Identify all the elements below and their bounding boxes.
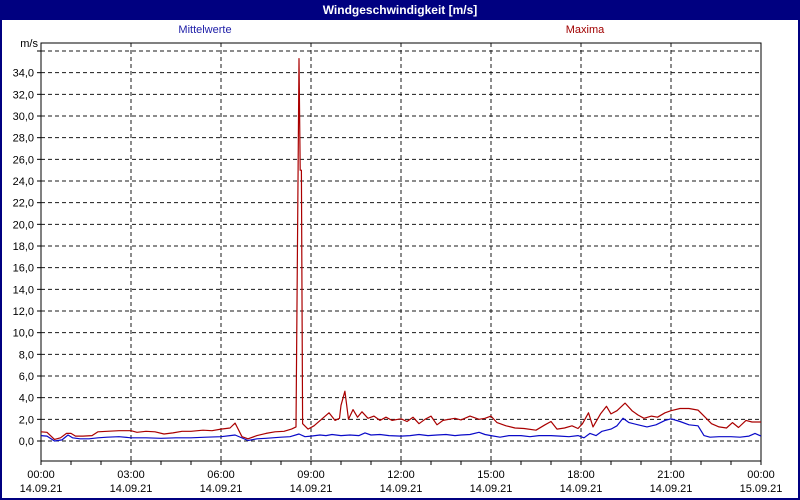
x-tick-time-label: 12:00 bbox=[387, 469, 415, 481]
x-tick-date-label: 14.09.21 bbox=[470, 483, 513, 495]
series-line-maxima bbox=[40, 57, 761, 440]
title-bar: Windgeschwindigkeit [m/s] bbox=[0, 0, 800, 20]
x-tick-time-label: 00:00 bbox=[27, 469, 55, 481]
page-title: Windgeschwindigkeit [m/s] bbox=[322, 3, 478, 17]
y-tick-label: 30,0 bbox=[13, 111, 34, 123]
y-tick-label: 28,0 bbox=[13, 133, 34, 145]
legend-mittelwerte: Mittelwerte bbox=[178, 24, 232, 36]
x-tick-date-label: 14.09.21 bbox=[380, 483, 423, 495]
series-line-mittelwerte bbox=[40, 417, 762, 442]
x-tick-time-label: 15:00 bbox=[477, 469, 505, 481]
y-tick-label: 22,0 bbox=[13, 198, 34, 210]
y-tick-label: 0,0 bbox=[19, 436, 34, 448]
y-axis-unit-label: m/s bbox=[20, 38, 38, 50]
x-tick-date-label: 14.09.21 bbox=[650, 483, 693, 495]
x-tick-date-label: 14.09.21 bbox=[110, 483, 153, 495]
x-tick-date-label: 14.09.21 bbox=[20, 483, 63, 495]
y-tick-label: 32,0 bbox=[13, 89, 34, 101]
x-tick-date-label: 15.09.21 bbox=[740, 483, 783, 495]
y-tick-label: 18,0 bbox=[13, 241, 34, 253]
y-tick-label: 4,0 bbox=[19, 393, 34, 405]
x-tick-date-label: 14.09.21 bbox=[560, 483, 603, 495]
y-tick-label: 12,0 bbox=[13, 306, 34, 318]
y-tick-label: 2,0 bbox=[19, 414, 34, 426]
y-tick-label: 24,0 bbox=[13, 176, 34, 188]
axis-frame bbox=[40, 42, 762, 462]
x-tick-time-label: 03:00 bbox=[117, 469, 145, 481]
y-tick-label: 26,0 bbox=[13, 154, 34, 166]
y-tick-label: 16,0 bbox=[13, 263, 34, 275]
y-tick-label: 8,0 bbox=[19, 349, 34, 361]
y-tick-label: 10,0 bbox=[13, 328, 34, 340]
y-tick-label: 6,0 bbox=[19, 371, 34, 383]
x-tick-time-label: 00:00 bbox=[747, 469, 775, 481]
x-tick-time-label: 21:00 bbox=[657, 469, 685, 481]
x-tick-time-label: 09:00 bbox=[297, 469, 325, 481]
y-tick-label: 34,0 bbox=[13, 68, 34, 80]
legend-maxima: Maxima bbox=[565, 24, 605, 36]
y-tick-label: 20,0 bbox=[13, 219, 34, 231]
x-tick-time-label: 06:00 bbox=[207, 469, 235, 481]
x-tick-date-label: 14.09.21 bbox=[290, 483, 333, 495]
x-tick-time-label: 18:00 bbox=[567, 469, 595, 481]
x-tick-date-label: 14.09.21 bbox=[200, 483, 243, 495]
y-tick-label: 14,0 bbox=[13, 284, 34, 296]
